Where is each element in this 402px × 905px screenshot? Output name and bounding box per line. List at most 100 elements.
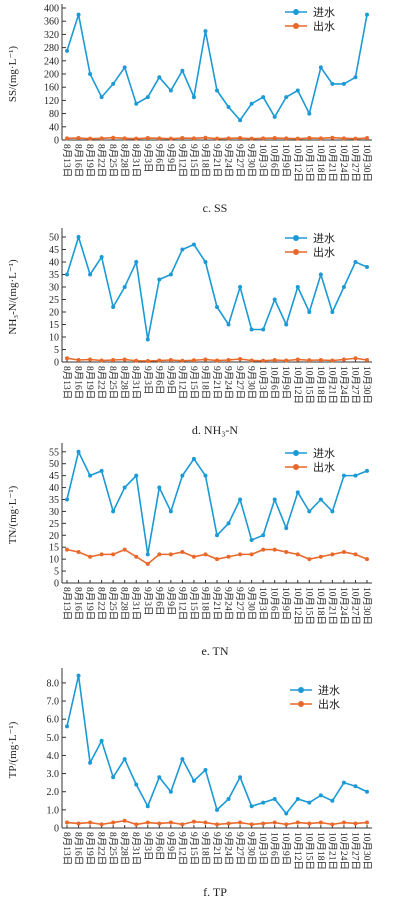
legend-label: 进水 bbox=[313, 447, 335, 460]
data-point bbox=[261, 95, 266, 100]
legend-label: 进水 bbox=[313, 6, 335, 19]
data-point bbox=[99, 95, 104, 100]
y-tick-label: 40 bbox=[49, 122, 59, 133]
data-point bbox=[191, 554, 196, 559]
x-tick-label: 9月30日 bbox=[246, 832, 257, 865]
y-tick-label: 1.0 bbox=[47, 805, 60, 816]
x-tick-label: 10月30日 bbox=[361, 144, 372, 182]
data-point bbox=[341, 136, 346, 141]
data-point bbox=[168, 509, 173, 514]
y-tick-label: 5 bbox=[54, 345, 59, 356]
data-point bbox=[99, 468, 104, 473]
data-point bbox=[122, 357, 127, 362]
data-point bbox=[365, 789, 369, 794]
legend-label: 出水 bbox=[313, 460, 335, 474]
data-point bbox=[341, 81, 346, 86]
data-point bbox=[261, 358, 266, 363]
y-tick-label: 2.0 bbox=[47, 787, 60, 798]
legend-label: 出水 bbox=[313, 245, 335, 259]
data-point bbox=[318, 554, 323, 559]
data-point bbox=[111, 820, 116, 825]
x-tick-label: 8月31日 bbox=[130, 587, 141, 620]
legend-marker bbox=[293, 249, 299, 255]
y-tick-label: 280 bbox=[44, 43, 59, 54]
data-point bbox=[284, 549, 289, 554]
data-point bbox=[122, 757, 127, 762]
data-point bbox=[238, 552, 243, 557]
data-point bbox=[157, 552, 162, 557]
y-tick-label: 45 bbox=[49, 245, 59, 256]
data-point bbox=[307, 310, 312, 314]
x-tick-label: 8月22日 bbox=[96, 366, 107, 399]
data-point bbox=[261, 327, 266, 332]
data-point bbox=[168, 552, 173, 557]
x-tick-label: 9月15日 bbox=[188, 587, 199, 620]
data-point bbox=[180, 68, 185, 73]
data-point bbox=[215, 305, 219, 309]
x-tick-label: 9月18日 bbox=[199, 366, 210, 399]
y-tick-label: 0 bbox=[54, 824, 59, 835]
data-point bbox=[203, 473, 208, 478]
data-point bbox=[330, 552, 335, 557]
data-point bbox=[99, 552, 104, 557]
data-point bbox=[168, 358, 173, 362]
data-point bbox=[365, 358, 369, 362]
data-point bbox=[203, 552, 208, 557]
x-tick-label: 9月27日 bbox=[234, 366, 245, 399]
data-point bbox=[122, 547, 127, 552]
data-point bbox=[191, 819, 196, 824]
data-point bbox=[226, 322, 231, 327]
x-tick-label: 9月18日 bbox=[199, 587, 210, 620]
data-point bbox=[134, 473, 139, 478]
x-tick-label: 10月21日 bbox=[326, 832, 337, 870]
data-point bbox=[238, 820, 243, 825]
x-tick-label: 9月6日 bbox=[153, 587, 164, 616]
data-point bbox=[295, 490, 300, 495]
data-point bbox=[341, 820, 346, 825]
data-point bbox=[261, 821, 266, 826]
x-tick-label: 10月12日 bbox=[292, 587, 303, 625]
legend-marker bbox=[298, 687, 304, 693]
data-point bbox=[284, 526, 289, 531]
data-point bbox=[238, 118, 243, 123]
y-tick-label: 240 bbox=[44, 56, 59, 67]
data-point bbox=[318, 136, 323, 141]
data-point bbox=[238, 357, 243, 361]
data-point bbox=[134, 260, 139, 264]
x-tick-label: 8月28日 bbox=[119, 587, 130, 620]
data-point bbox=[145, 359, 150, 363]
y-tick-label: 80 bbox=[49, 109, 59, 120]
data-point bbox=[318, 820, 323, 825]
data-point bbox=[330, 135, 335, 140]
data-point bbox=[365, 557, 369, 562]
legend-marker bbox=[293, 235, 299, 241]
y-tick-label: 25 bbox=[49, 519, 59, 530]
x-tick-label: 8月28日 bbox=[119, 366, 130, 399]
data-point bbox=[180, 757, 185, 762]
data-point bbox=[284, 358, 289, 363]
x-tick-label: 9月21日 bbox=[211, 366, 222, 399]
y-tick-label: 45 bbox=[49, 471, 59, 482]
data-point bbox=[203, 820, 208, 825]
x-tick-label: 10月27日 bbox=[349, 587, 360, 625]
data-point bbox=[157, 821, 162, 826]
y-tick-label: 5 bbox=[54, 567, 59, 578]
data-point bbox=[122, 485, 127, 490]
data-point bbox=[295, 136, 300, 141]
x-tick-label: 8月19日 bbox=[84, 366, 95, 399]
data-point bbox=[168, 88, 173, 93]
x-tick-label: 10月18日 bbox=[315, 587, 326, 625]
data-point bbox=[99, 738, 104, 743]
x-tick-label: 9月15日 bbox=[188, 366, 199, 399]
x-tick-label: 8月16日 bbox=[73, 832, 84, 865]
data-point bbox=[65, 547, 69, 552]
x-tick-label: 10月9日 bbox=[280, 832, 291, 865]
x-tick-label: 10月6日 bbox=[269, 832, 280, 865]
data-point bbox=[65, 272, 69, 277]
data-point bbox=[215, 533, 219, 538]
data-point bbox=[65, 820, 69, 825]
y-tick-label: 50 bbox=[49, 233, 59, 244]
y-tick-label: 400 bbox=[44, 4, 59, 15]
legend-label: 进水 bbox=[313, 232, 335, 245]
data-point bbox=[203, 357, 208, 362]
